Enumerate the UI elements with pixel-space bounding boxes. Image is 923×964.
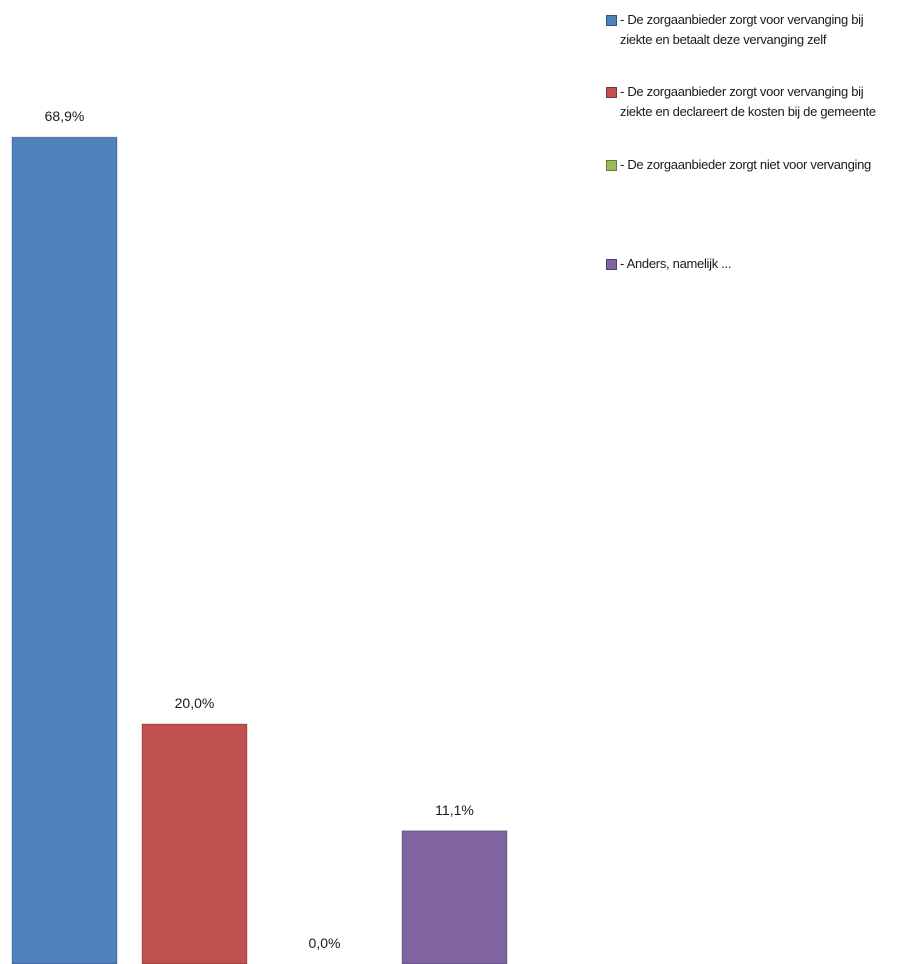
data-label-4: 11,1% (435, 802, 474, 818)
data-label-1: 68,9% (45, 108, 85, 124)
legend-item-3: - De zorgaanbieder zorgt niet voor verva… (606, 155, 871, 175)
data-label-3: 0,0% (309, 935, 341, 951)
legend-item-2: - De zorgaanbieder zorgt voor vervanging… (606, 82, 876, 122)
data-labels-group: 68,9% 20,0% 0,0% 11,1% (45, 108, 474, 951)
legend-label-3: - De zorgaanbieder zorgt niet voor verva… (620, 157, 871, 172)
legend-item-4: - Anders, namelijk ... (606, 254, 731, 274)
data-label-2: 20,0% (175, 695, 215, 711)
legend-item-1: - De zorgaanbieder zorgt voor vervanging… (606, 10, 864, 50)
legend-swatch-1 (606, 15, 617, 26)
bar-4 (401, 830, 508, 964)
legend-swatch-3 (606, 160, 617, 171)
bar-2 (141, 723, 248, 964)
legend-swatch-2 (606, 87, 617, 98)
bar-1 (11, 136, 118, 964)
legend-label-2: - De zorgaanbieder zorgt voor vervanging… (620, 84, 876, 119)
legend-swatch-4 (606, 259, 617, 270)
legend-label-1: - De zorgaanbieder zorgt voor vervanging… (620, 12, 864, 47)
bars-group (11, 136, 508, 964)
legend-label-4: - Anders, namelijk ... (620, 256, 732, 271)
